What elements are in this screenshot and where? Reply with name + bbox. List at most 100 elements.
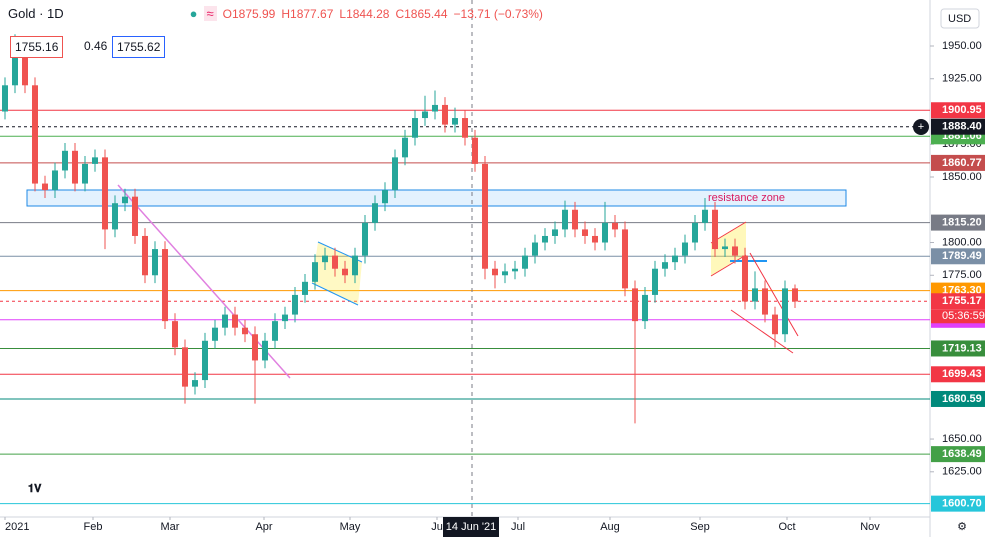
candle-body <box>642 294 648 322</box>
candle-body <box>712 209 718 250</box>
spread: 0.46 <box>84 39 108 53</box>
candle-body <box>72 150 78 184</box>
add-button[interactable] <box>913 119 929 135</box>
candle-body <box>62 150 68 171</box>
candle-body <box>32 85 38 184</box>
currency[interactable]: USD <box>948 13 971 25</box>
candle-body <box>192 380 198 387</box>
logo: 𝟏𝐕 <box>28 483 42 495</box>
candle-body <box>402 137 408 158</box>
candle-body <box>152 249 158 276</box>
candle-body <box>22 52 28 86</box>
trendline <box>117 184 291 379</box>
wedge-line <box>730 309 794 354</box>
level-label-bg <box>931 293 985 310</box>
level-label-bg <box>931 446 985 463</box>
candle-body <box>442 104 448 125</box>
candle-body <box>132 196 138 236</box>
sell-box[interactable]: 1755.16 <box>10 36 64 58</box>
candle-body <box>82 163 88 184</box>
x-tick-label: Nov <box>860 521 880 533</box>
level-label: 1638.49 <box>942 448 982 460</box>
candle-body <box>172 321 178 348</box>
candle-body <box>122 196 128 204</box>
candle-body <box>632 288 638 322</box>
level-label: 1600.70 <box>942 498 982 510</box>
level-label: 1699.43 <box>942 368 982 380</box>
y-tick-label: 1800.00 <box>942 236 982 248</box>
resistance-rect <box>26 189 847 207</box>
low: L1844.28 <box>339 6 390 21</box>
candle-body <box>2 85 8 112</box>
candle-body <box>482 163 488 269</box>
x-tick-label: Ju <box>431 521 443 533</box>
symbol-title: Gold · 1D <box>8 6 64 21</box>
level-label-bg <box>931 340 985 357</box>
level-label: 1900.95 <box>942 104 982 116</box>
candle-body <box>182 347 188 387</box>
candle-body <box>452 118 458 125</box>
add-icon[interactable]: + <box>918 121 924 133</box>
candle-body <box>622 229 628 289</box>
x-tick-label: Apr <box>255 521 272 533</box>
y-tick-label: 1950.00 <box>942 40 982 52</box>
candle-body <box>532 242 538 256</box>
level-label: 1789.49 <box>942 250 982 262</box>
buy-box[interactable]: 1755.62 <box>112 36 166 58</box>
x-tick-label: Aug <box>600 521 620 533</box>
candle-body <box>462 118 468 138</box>
header: Gold · 1D ● ≈ O1875.99 H1877.67 L1844.28… <box>8 6 543 21</box>
candle-body <box>412 118 418 138</box>
candle-body <box>542 235 548 243</box>
candle-body <box>312 262 318 282</box>
countdown: 05:36:59 <box>942 310 985 322</box>
settings-icon[interactable]: ⚙ <box>957 521 967 533</box>
x-tick-label: Feb <box>84 521 103 533</box>
candle-body <box>322 255 328 263</box>
candle-body <box>682 242 688 256</box>
candle-body <box>732 246 738 256</box>
level-label: 1755.17 <box>942 295 982 307</box>
candle-body <box>772 314 778 335</box>
y-tick-label: 1650.00 <box>942 433 982 445</box>
candle-body <box>142 235 148 276</box>
high: H1877.67 <box>281 6 334 21</box>
candle-body <box>552 229 558 236</box>
currency-box[interactable] <box>940 8 980 29</box>
candle-body <box>292 294 298 315</box>
candle-body <box>252 334 258 361</box>
candle-body <box>362 222 368 256</box>
candle-body <box>672 255 678 263</box>
level-label-bg <box>931 495 985 512</box>
candle-body <box>92 157 98 164</box>
candle-body <box>612 222 618 230</box>
x-tick-label: Mar <box>161 521 180 533</box>
candle-body <box>762 288 768 315</box>
candle-body <box>422 111 428 119</box>
level-label: 1888.40 <box>942 121 982 133</box>
candle-body <box>42 183 48 191</box>
candle-body <box>472 137 478 164</box>
candle-body <box>232 314 238 328</box>
status-dot: ● <box>189 6 198 21</box>
flag-line <box>710 254 747 277</box>
candle-body <box>502 271 508 276</box>
y-tick-label: 1775.00 <box>942 269 982 281</box>
flag-line <box>311 282 359 306</box>
candle-body <box>592 235 598 243</box>
crosshair-date-bg <box>443 517 499 537</box>
candle-body <box>302 281 308 295</box>
candle-body <box>572 209 578 230</box>
y-tick-label: 1925.00 <box>942 73 982 85</box>
candle-body <box>332 255 338 269</box>
candle-body <box>522 255 528 269</box>
candle-body <box>382 190 388 204</box>
level-label-bg <box>931 118 985 135</box>
candle-body <box>742 255 748 302</box>
level-label: 1860.77 <box>942 157 982 169</box>
level-label: 1719.13 <box>942 342 982 354</box>
candle-body <box>242 327 248 335</box>
x-tick-label: Jul <box>511 521 525 533</box>
